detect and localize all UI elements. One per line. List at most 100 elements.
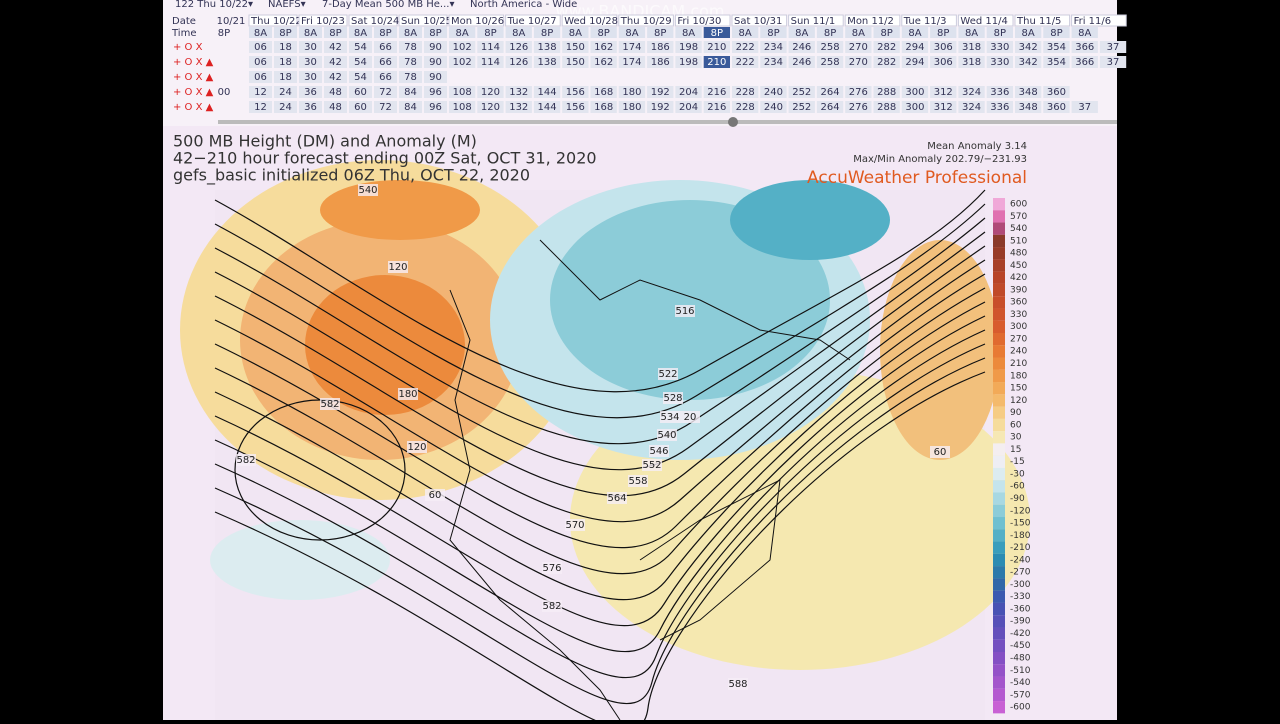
hour-cell[interactable]	[760, 41, 787, 53]
hour-cell[interactable]	[533, 56, 561, 68]
hour-cell[interactable]	[324, 71, 347, 83]
hour-cell[interactable]	[449, 41, 476, 53]
hour-cell[interactable]	[274, 41, 297, 53]
hour-cell[interactable]	[647, 101, 674, 113]
hour-cell[interactable]	[788, 86, 815, 98]
hour-cell[interactable]	[986, 101, 1013, 113]
hour-cell[interactable]	[505, 86, 532, 98]
hour-cell[interactable]	[590, 101, 617, 113]
hour-cell[interactable]	[274, 86, 297, 98]
hour-cell[interactable]	[618, 41, 646, 53]
hour-cell[interactable]	[590, 56, 617, 68]
hour-cell[interactable]	[760, 86, 787, 98]
hour-cell[interactable]	[732, 41, 759, 53]
hour-cell[interactable]	[249, 41, 272, 53]
hour-cell[interactable]	[703, 56, 730, 68]
hour-cell[interactable]	[1043, 101, 1070, 113]
hour-cell[interactable]	[533, 86, 561, 98]
hour-cell[interactable]	[1043, 41, 1070, 53]
hour-cell[interactable]	[845, 56, 872, 68]
hour-cell[interactable]	[930, 86, 957, 98]
hour-cell[interactable]	[324, 41, 347, 53]
hour-cell[interactable]	[399, 86, 422, 98]
hour-cell[interactable]	[477, 101, 504, 113]
hour-cell[interactable]	[901, 56, 929, 68]
hour-cell[interactable]	[324, 56, 347, 68]
hour-cell[interactable]	[675, 41, 702, 53]
hour-cell[interactable]	[349, 41, 372, 53]
hour-cell[interactable]	[274, 56, 297, 68]
hour-cell[interactable]	[1071, 41, 1098, 53]
hour-cell[interactable]	[958, 86, 985, 98]
hour-cell[interactable]	[845, 86, 872, 98]
hour-cell[interactable]	[349, 101, 372, 113]
hour-cell[interactable]	[449, 56, 476, 68]
hour-cell[interactable]	[533, 101, 561, 113]
hour-cell[interactable]	[930, 56, 957, 68]
hour-cell[interactable]	[349, 56, 372, 68]
hour-cell[interactable]	[349, 71, 372, 83]
hour-cell[interactable]	[958, 101, 985, 113]
hour-cell[interactable]	[299, 101, 322, 113]
hour-cell[interactable]	[562, 101, 589, 113]
hour-cell[interactable]	[675, 101, 702, 113]
hour-cell[interactable]	[675, 56, 702, 68]
hour-cell[interactable]	[424, 56, 447, 68]
hour-cell[interactable]	[249, 71, 272, 83]
hour-cell[interactable]	[299, 41, 322, 53]
hour-cell[interactable]	[274, 101, 297, 113]
hour-cell[interactable]	[562, 56, 589, 68]
hour-cell[interactable]	[505, 56, 532, 68]
hour-cell[interactable]	[1099, 56, 1127, 68]
hour-cell[interactable]	[986, 41, 1013, 53]
hour-cell[interactable]	[374, 56, 397, 68]
hour-cell[interactable]	[1015, 41, 1042, 53]
hour-cell[interactable]	[760, 56, 787, 68]
hour-cell[interactable]	[424, 101, 447, 113]
hour-cell[interactable]	[958, 56, 985, 68]
hour-cell[interactable]	[299, 56, 322, 68]
hour-cell[interactable]	[399, 71, 422, 83]
hour-cell[interactable]	[374, 86, 397, 98]
hour-cell[interactable]	[816, 101, 844, 113]
hour-cell[interactable]	[1015, 56, 1042, 68]
hour-cell[interactable]	[930, 41, 957, 53]
hour-cell[interactable]	[618, 86, 646, 98]
hour-cell[interactable]	[1071, 56, 1098, 68]
hour-cell[interactable]	[732, 56, 759, 68]
hour-cell[interactable]	[618, 101, 646, 113]
hour-cell[interactable]	[562, 41, 589, 53]
hour-cell[interactable]	[590, 86, 617, 98]
hour-cell[interactable]	[930, 101, 957, 113]
hour-cell[interactable]	[873, 101, 900, 113]
hour-cell[interactable]	[703, 41, 730, 53]
hour-cell[interactable]	[901, 41, 929, 53]
hour-cell[interactable]	[505, 101, 532, 113]
hour-cell[interactable]	[249, 101, 272, 113]
hour-cell[interactable]	[374, 41, 397, 53]
hour-cell[interactable]	[374, 71, 397, 83]
hour-cell[interactable]	[1015, 86, 1042, 98]
hour-cell[interactable]	[399, 56, 422, 68]
hour-cell[interactable]	[873, 86, 900, 98]
hour-cell[interactable]	[703, 86, 730, 98]
hour-cell[interactable]	[449, 101, 476, 113]
hour-cell[interactable]	[788, 101, 815, 113]
hour-cell[interactable]	[986, 86, 1013, 98]
hour-cell[interactable]	[647, 86, 674, 98]
hour-cell[interactable]	[1015, 101, 1042, 113]
hour-cell[interactable]	[1043, 56, 1070, 68]
hour-cell[interactable]	[873, 41, 900, 53]
hour-cell[interactable]	[760, 101, 787, 113]
hour-cell[interactable]	[1099, 41, 1127, 53]
hour-cell[interactable]	[590, 41, 617, 53]
hour-cell[interactable]	[732, 86, 759, 98]
hour-cell[interactable]	[324, 101, 347, 113]
hour-cell[interactable]	[349, 86, 372, 98]
hour-cell[interactable]	[647, 41, 674, 53]
hour-cell[interactable]	[788, 41, 815, 53]
hour-cell[interactable]	[424, 86, 447, 98]
slider-thumb[interactable]	[728, 117, 738, 127]
hour-cell[interactable]	[901, 86, 929, 98]
hour-cell[interactable]	[873, 56, 900, 68]
